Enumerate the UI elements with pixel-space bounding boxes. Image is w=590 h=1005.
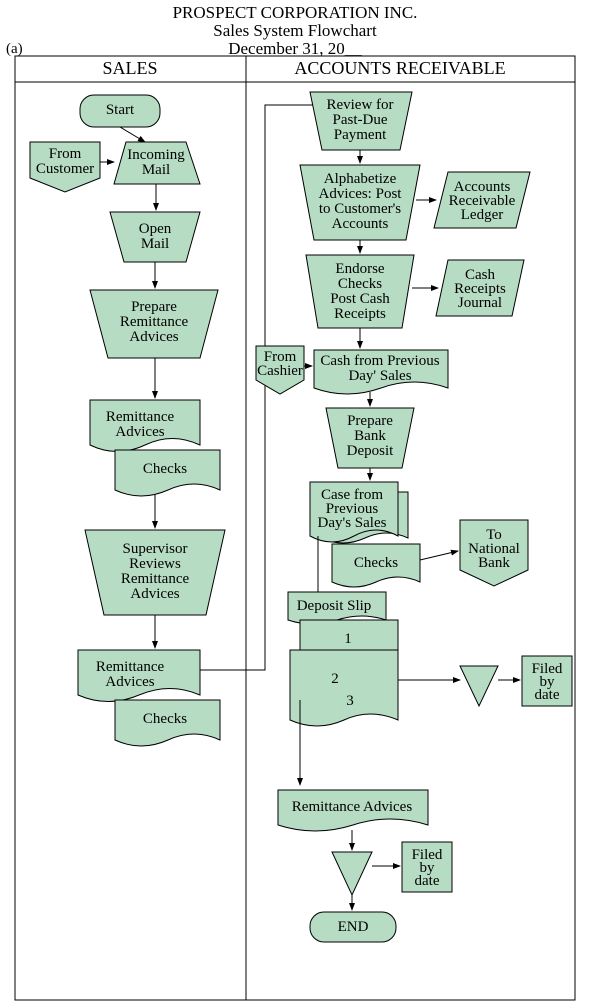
label-checks3: Checks (354, 555, 398, 571)
tag: (a) (6, 41, 23, 57)
label-ra2: RemittanceAdvices (96, 659, 165, 690)
col-sales: SALES (102, 58, 157, 78)
label-end: END (338, 919, 369, 935)
label-slip3: 3 (346, 693, 354, 709)
label-review: Review forPast-DuePayment (326, 97, 393, 143)
label-checks2: Checks (143, 711, 187, 727)
title: PROSPECT CORPORATION INC. (173, 3, 418, 22)
subtitle: Sales System Flowchart (213, 21, 377, 40)
label-ra1: RemittanceAdvices (106, 409, 175, 440)
node-slip2 (290, 650, 398, 726)
label-slip2: 2 (331, 671, 339, 687)
date: December 31, 20__ (228, 39, 362, 58)
edge (120, 127, 145, 142)
label-endorse: EndorseChecksPost CashReceipts (330, 261, 390, 322)
label-open-mail: OpenMail (139, 221, 172, 252)
edge (420, 551, 458, 560)
label-slip1: 1 (344, 631, 352, 647)
node-file-tri2 (332, 852, 372, 895)
label-supervisor: SupervisorReviewsRemittanceAdvices (121, 541, 190, 602)
node-file-tri1 (460, 666, 498, 706)
label-start: Start (106, 102, 135, 118)
label-from-cashier: FromCashier (257, 349, 303, 379)
label-checks1: Checks (143, 461, 187, 477)
flowchart: PROSPECT CORPORATION INC. Sales System F… (0, 0, 590, 1005)
label-ra3: Remittance Advices (292, 799, 413, 815)
label-depslip: Deposit Slip (297, 598, 372, 614)
label-caseprev: Case fromPreviousDay's Sales (318, 487, 387, 531)
col-ar: ACCOUNTS RECEIVABLE (294, 58, 505, 78)
